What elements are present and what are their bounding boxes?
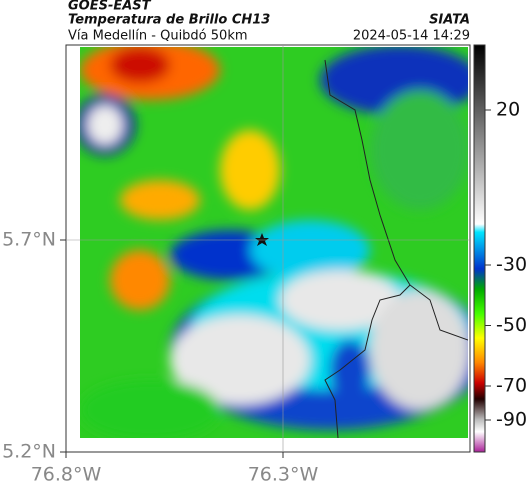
colorbar-tick-label: -50 (496, 314, 526, 336)
y-tick-label: 5.2°N (2, 441, 56, 463)
colorbar (473, 44, 486, 453)
datetime: 2024-05-14 14:29 (353, 29, 470, 44)
colorbar-tick-label: -30 (496, 254, 526, 276)
colorbar-tick-label: -90 (496, 409, 526, 431)
x-tick-label: 76.8°W (31, 464, 102, 486)
satellite: GOES-EAST (68, 0, 152, 14)
map-image (80, 47, 468, 438)
title: Temperatura de Brillo CH13 (68, 13, 270, 28)
border-line (324, 59, 411, 438)
subtitle: Vía Medellín - Quibdó 50km (68, 29, 248, 44)
colorbar-tick-label: 20 (496, 99, 520, 121)
source: SIATA (429, 13, 470, 28)
colorbar-tick-label: -70 (496, 375, 526, 397)
location-marker (255, 233, 269, 246)
y-tick-label: 5.7°N (2, 229, 56, 251)
x-tick-label: 76.3°W (248, 464, 319, 486)
border-line (409, 284, 468, 341)
